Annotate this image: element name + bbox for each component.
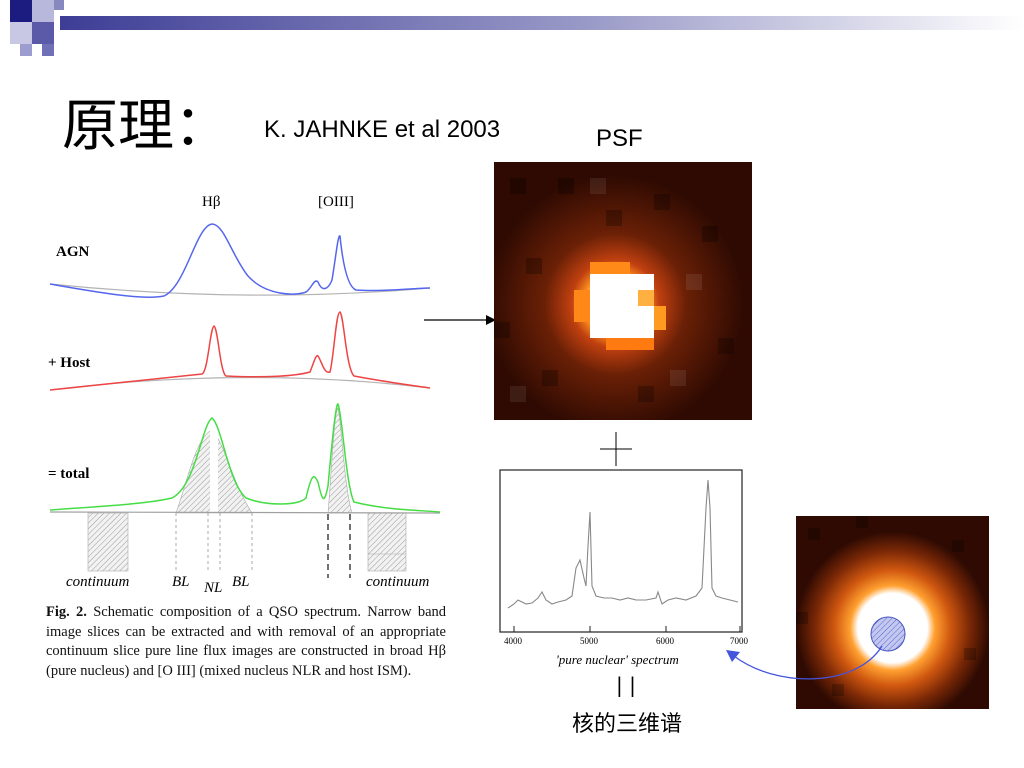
host-row-label: + Host [48,355,90,371]
hbeta-label: Hβ [202,194,220,210]
agn-spectrum [49,223,431,298]
oiii-hatch [327,407,353,514]
nuclear-spectrum-line [507,479,739,609]
qso-spectrum-schematic: Hβ [OIII] AGN + Host = total continuum B… [48,194,441,594]
host-spectrum [49,311,431,391]
nuclear-3d-spectrum-label: 核的三维谱 [572,712,683,737]
psf-label: PSF [596,125,643,152]
total-row-label: = total [48,466,89,482]
curved-arrow [726,645,883,680]
x-tick-6000: 6000 [656,636,675,646]
nl-label: NL [203,580,222,594]
narrow-line-slice [210,416,218,513]
total-baseline [49,511,441,514]
slide-title: 原理： [62,94,230,159]
psf-image [494,162,752,420]
nucleus-aperture [870,616,906,652]
total-spectrum [49,403,441,513]
oiii-label: [OIII] [318,194,354,210]
figure-caption: Fig. 2. Schematic composition of a QSO s… [46,603,446,681]
caption-text: Schematic composition of a QSO spectrum.… [46,604,447,679]
arrow-to-psf [424,315,496,325]
spectrum-xlabel: 'pure nuclear' spectrum [556,652,679,667]
x-tick-5000: 5000 [580,636,599,646]
plus-sign [600,432,632,466]
agn-row-label: AGN [56,244,90,260]
pure-nuclear-spectrum-plot: 4000 5000 6000 7000 'pure nuclear' spect… [499,469,749,667]
agn-baseline [49,283,431,296]
reference-text: K. JAHNKE et al 2003 [264,116,501,143]
caption-label: Fig. 2. [46,604,87,620]
continuum-right-box [367,512,407,572]
continuum-left-label: continuum [66,574,129,590]
continuum-right-label: continuum [366,574,429,590]
bl-right-label: BL [232,574,250,590]
header-decoration [10,0,1024,56]
x-tick-4000: 4000 [504,636,523,646]
x-tick-7000: 7000 [730,636,749,646]
down-arrow-bars: | | [616,673,636,697]
continuum-left-box [87,512,129,572]
bl-left-label: BL [172,574,190,590]
